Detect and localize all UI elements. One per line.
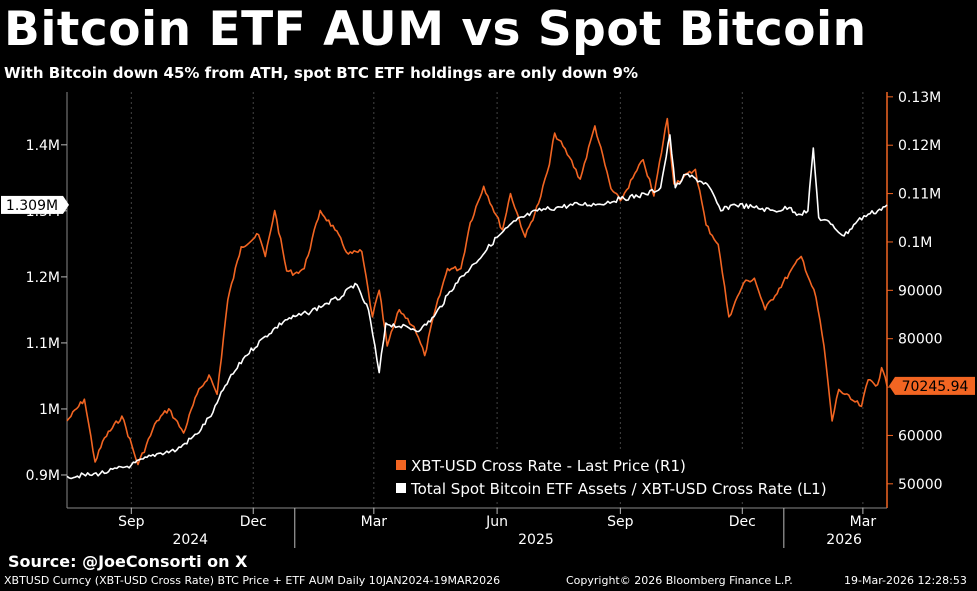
year-label-2: 2026	[826, 532, 862, 548]
legend-box	[389, 451, 886, 501]
right-last-value-label: 70245.94	[902, 379, 969, 395]
series-lines	[66, 117, 888, 480]
footer-timestamp: 19-Mar-2026 12:28:53	[844, 574, 967, 587]
left-tick-label-1: 1M	[39, 402, 60, 418]
right-tick-label-8: 0.13M	[898, 90, 941, 106]
right-tick-label-0: 50000	[898, 477, 943, 493]
chart-subtitle: With Bitcoin down 45% from ATH, spot BTC…	[4, 64, 638, 82]
left-last-value-label: 1.309M	[6, 198, 58, 214]
legend-entry-btc-price: XBT-USD Cross Rate - Last Price (R1)	[411, 457, 686, 475]
left-tick-label-0: 0.9M	[26, 468, 60, 484]
year-label-1: 2025	[518, 532, 554, 548]
axis-labels: 0.9M1M1.1M1.2M1.3M1.4M500006000070000800…	[1, 90, 975, 548]
right-tick-label-4: 90000	[898, 283, 943, 299]
footer-copyright: Copyright© 2026 Bloomberg Finance L.P.	[566, 574, 793, 587]
footer-description: XBTUSD Curncy (XBT-USD Cross Rate) BTC P…	[4, 574, 501, 587]
x-tick-label-3: Jun	[485, 514, 508, 530]
x-tick-label-5: Dec	[729, 514, 756, 530]
legend: XBT-USD Cross Rate - Last Price (R1) Tot…	[389, 451, 886, 501]
legend-swatch-white	[396, 483, 406, 493]
grid-lines	[130, 92, 864, 508]
chart: 0.9M1M1.1M1.2M1.3M1.4M500006000070000800…	[1, 90, 975, 548]
left-tick-label-5: 1.4M	[26, 138, 60, 154]
series-line-btc-price	[66, 117, 888, 466]
right-tick-label-1: 60000	[898, 428, 943, 444]
right-last-value-badge	[895, 376, 975, 395]
x-tick-label-2: Mar	[361, 514, 388, 530]
year-label-0: 2024	[172, 532, 208, 548]
source-credit: Source: @JoeConsorti on X	[8, 552, 248, 571]
right-tick-label-6: 0.11M	[898, 187, 941, 203]
x-tick-label-0: Sep	[118, 514, 145, 530]
series-line-etf-assets	[66, 134, 888, 480]
left-last-value-badge	[1, 195, 63, 214]
left-tick-label-2: 1.1M	[26, 336, 60, 352]
x-tick-label-4: Sep	[607, 514, 634, 530]
left-tick-label-3: 1.2M	[26, 270, 60, 286]
left-last-value-pointer	[63, 195, 69, 214]
x-tick-label-1: Dec	[240, 514, 267, 530]
x-tick-label-6: Mar	[850, 514, 877, 530]
right-tick-label-3: 80000	[898, 332, 943, 348]
right-last-value-pointer	[889, 376, 895, 395]
legend-swatch-orange	[396, 460, 406, 470]
legend-entry-etf-assets: Total Spot Bitcoin ETF Assets / XBT-USD …	[410, 480, 827, 498]
right-tick-label-5: 0.1M	[898, 235, 932, 251]
chart-title: Bitcoin ETF AUM vs Spot Bitcoin	[4, 2, 867, 57]
right-tick-label-7: 0.12M	[898, 138, 941, 154]
